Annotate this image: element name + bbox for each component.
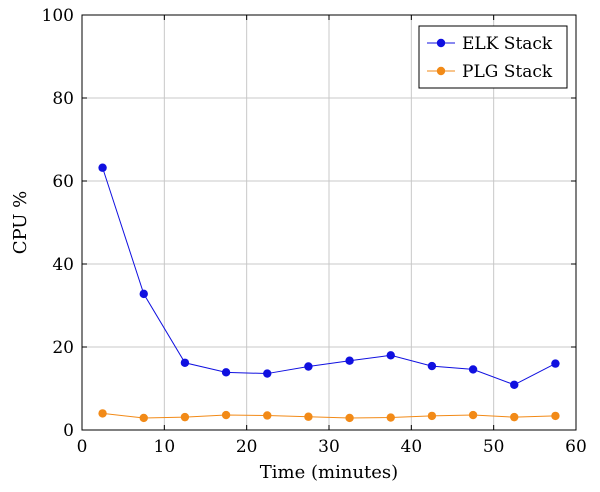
data-point — [180, 412, 190, 422]
x-tick-label: 60 — [565, 437, 587, 457]
series-line — [102, 412, 556, 419]
legend-entry: ELK Stack — [427, 34, 553, 54]
data-point — [98, 163, 107, 172]
data-point — [468, 410, 478, 420]
series-elk-stack — [98, 163, 560, 389]
x-axis-title: Time (minutes) — [260, 462, 398, 483]
data-point — [551, 359, 560, 368]
legend-label: PLG Stack — [462, 62, 553, 82]
data-point — [551, 411, 560, 421]
data-point — [221, 410, 231, 420]
y-axis-title: CPU % — [10, 191, 31, 255]
data-point — [263, 369, 272, 378]
data-point — [427, 361, 437, 371]
legend-marker — [436, 66, 446, 76]
data-point — [468, 365, 478, 374]
x-tick-label: 30 — [318, 437, 340, 457]
data-point — [386, 413, 395, 422]
data-point — [510, 380, 519, 389]
legend: ELK Stack PLG Stack — [418, 25, 568, 89]
legend-box — [418, 25, 568, 89]
data-point — [139, 413, 148, 423]
data-point — [427, 411, 437, 421]
x-tick-label: 40 — [401, 437, 423, 457]
y-tick-label: 40 — [52, 255, 74, 275]
legend-entry: PLG Stack — [427, 62, 553, 82]
y-tick-label: 20 — [52, 338, 74, 358]
data-point — [139, 289, 148, 299]
legend-marker — [436, 38, 446, 48]
series-group — [98, 163, 560, 423]
data-point — [221, 368, 231, 377]
legend-label: ELK Stack — [462, 34, 553, 54]
data-point — [510, 412, 519, 422]
data-point — [304, 412, 313, 421]
x-tick-label: 0 — [77, 437, 88, 457]
data-point — [263, 411, 272, 420]
data-point — [345, 356, 354, 365]
x-tick-label: 20 — [236, 437, 258, 457]
x-tick-label: 50 — [483, 437, 505, 457]
series-plg-stack — [98, 409, 560, 423]
data-point — [386, 351, 395, 360]
data-point — [98, 409, 107, 418]
y-tick-label: 0 — [63, 421, 74, 441]
y-tick-label: 80 — [52, 89, 74, 109]
data-point — [304, 362, 313, 371]
x-tick-label: 10 — [154, 437, 176, 457]
series-line — [102, 167, 556, 386]
data-point — [180, 358, 190, 367]
y-tick-label: 100 — [42, 6, 74, 26]
y-tick-label: 60 — [52, 172, 74, 192]
data-point — [345, 413, 354, 423]
axis-ticks: 0 10 20 30 40 50 60 0 20 40 60 80 100 — [42, 6, 587, 457]
